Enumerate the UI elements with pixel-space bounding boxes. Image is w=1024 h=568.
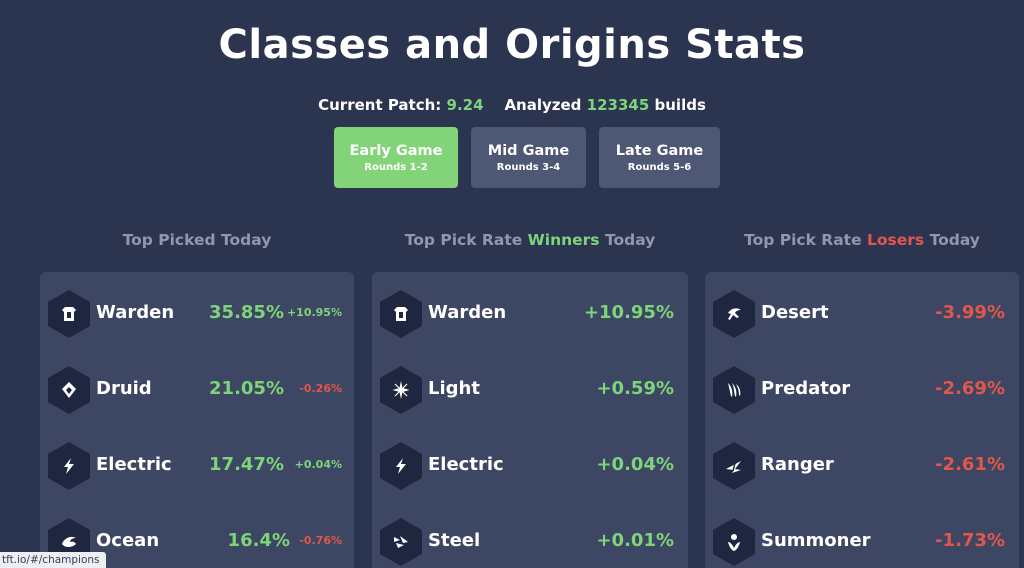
top-losers-title: Top Pick Rate Losers Today <box>705 231 1019 249</box>
phase-name: Early Game <box>349 142 443 159</box>
title-suffix: Today <box>604 231 656 249</box>
trait-name: Ranger <box>761 454 834 475</box>
ranger-icon <box>713 442 755 490</box>
phase-rounds: Rounds 3-4 <box>496 161 561 173</box>
trait-row-druid[interactable]: Druid 21.05% -0.26% <box>40 366 354 426</box>
pick-rate-change: +10.95% <box>286 306 342 319</box>
phase-rounds: Rounds 5-6 <box>627 161 692 173</box>
late-game-button[interactable]: Late Game Rounds 5-6 <box>599 127 720 188</box>
pick-rate-change: +0.01% <box>596 530 674 551</box>
trait-name: Warden <box>96 302 175 323</box>
trait-name: Electric <box>96 454 172 475</box>
trait-name: Summoner <box>761 530 871 551</box>
trait-name: Predator <box>761 378 851 399</box>
pick-rate-change: -3.99% <box>935 302 1005 323</box>
title-prefix: Top Pick Rate <box>404 231 523 249</box>
phase-name: Late Game <box>615 142 704 159</box>
predator-icon <box>713 366 755 414</box>
electric-icon <box>48 442 90 490</box>
top-winners-card: Warden +10.95% Light +0.59% Electric +0.… <box>372 272 688 568</box>
phase-selector: Early Game Rounds 1-2 Mid Game Rounds 3-… <box>334 127 720 188</box>
electric-icon <box>380 442 422 490</box>
early-game-button[interactable]: Early Game Rounds 1-2 <box>334 127 458 188</box>
trait-row-warden[interactable]: Warden +10.95% <box>372 290 688 350</box>
title-suffix: Today <box>929 231 980 249</box>
top-picked-title: Top Picked Today <box>122 231 272 249</box>
trait-row-ranger[interactable]: Ranger -2.61% <box>705 442 1019 502</box>
pick-rate-change: -0.76% <box>299 534 342 547</box>
trait-row-summoner[interactable]: Summoner -1.73% <box>705 518 1019 568</box>
trait-name: Light <box>428 378 480 399</box>
analyzed-label: Analyzed <box>504 96 582 114</box>
trait-name: Electric <box>428 454 504 475</box>
page-title: Classes and Origins Stats <box>218 22 806 68</box>
trait-name: Druid <box>96 378 152 399</box>
trait-row-desert[interactable]: Desert -3.99% <box>705 290 1019 350</box>
pick-rate-change: +0.59% <box>596 378 674 399</box>
phase-rounds: Rounds 1-2 <box>364 161 428 173</box>
pick-rate-change: -1.73% <box>935 530 1005 551</box>
pick-rate-change: -2.69% <box>935 378 1005 399</box>
trait-row-steel[interactable]: Steel +0.01% <box>372 518 688 568</box>
trait-name: Steel <box>428 530 481 551</box>
analyzed-suffix: builds <box>654 96 706 114</box>
trait-name: Desert <box>761 302 829 323</box>
desert-icon <box>713 290 755 338</box>
patch-label: Current Patch: <box>318 96 442 114</box>
pick-rate-change: +0.04% <box>294 458 342 471</box>
trait-row-predator[interactable]: Predator -2.69% <box>705 366 1019 426</box>
druid-icon <box>48 366 90 414</box>
pick-rate-change: -2.61% <box>935 454 1005 475</box>
trait-row-light[interactable]: Light +0.59% <box>372 366 688 426</box>
phase-name: Mid Game <box>487 142 570 159</box>
title-prefix: Top Pick Rate <box>744 231 862 249</box>
top-losers-card: Desert -3.99% Predator -2.69% Ranger -2.… <box>705 272 1019 568</box>
pick-rate: 16.4% <box>227 530 290 551</box>
pick-rate: 35.85% <box>209 302 284 323</box>
pick-rate: 17.47% <box>209 454 284 475</box>
summoner-icon <box>713 518 755 566</box>
trait-row-warden[interactable]: Warden 35.85% +10.95% <box>40 290 354 350</box>
pick-rate: 21.05% <box>209 378 284 399</box>
pick-rate-change: -0.26% <box>299 382 342 395</box>
patch-value: 9.24 <box>446 96 484 114</box>
trait-row-electric[interactable]: Electric +0.04% <box>372 442 688 502</box>
patch-info: Current Patch: 9.24 Analyzed 123345 buil… <box>0 96 1024 114</box>
warden-icon <box>48 290 90 338</box>
title-highlight: Winners <box>527 231 600 249</box>
top-picked-card: Warden 35.85% +10.95% Druid 21.05% -0.26… <box>40 272 354 568</box>
warden-icon <box>380 290 422 338</box>
analyzed-value: 123345 <box>586 96 650 114</box>
pick-rate-change: +10.95% <box>583 302 674 323</box>
pick-rate-change: +0.04% <box>596 454 674 475</box>
trait-row-electric[interactable]: Electric 17.47% +0.04% <box>40 442 354 502</box>
trait-name: Ocean <box>96 530 160 551</box>
status-bar-url: tft.io/#/champions <box>0 552 106 568</box>
title-highlight: Losers <box>867 231 925 249</box>
top-winners-title: Top Pick Rate Winners Today <box>372 231 688 249</box>
mid-game-button[interactable]: Mid Game Rounds 3-4 <box>471 127 586 188</box>
light-icon <box>380 366 422 414</box>
steel-icon <box>380 518 422 566</box>
trait-name: Warden <box>428 302 507 323</box>
